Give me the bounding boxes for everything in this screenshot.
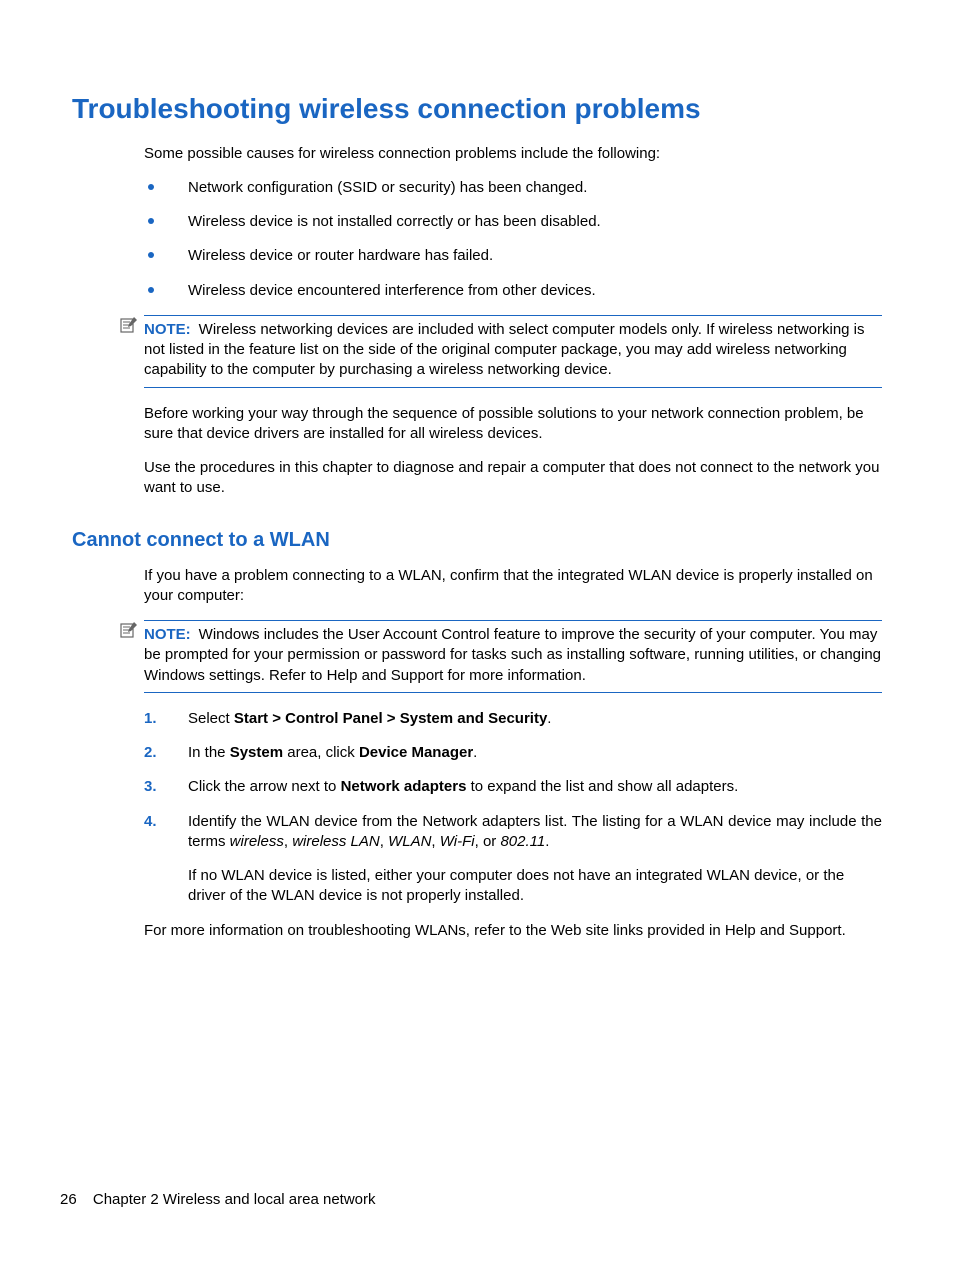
chapter-label: Chapter 2 Wireless and local area networ… bbox=[93, 1191, 376, 1208]
step-text: Click the arrow next to Network adapters… bbox=[188, 778, 738, 795]
note-block: NOTE:Wireless networking devices are inc… bbox=[144, 315, 882, 388]
note-box: NOTE:Wireless networking devices are inc… bbox=[144, 315, 882, 388]
step-text: Select Start > Control Panel > System an… bbox=[188, 710, 551, 727]
note-block: NOTE:Windows includes the User Account C… bbox=[144, 620, 882, 693]
main-heading: Troubleshooting wireless connection prob… bbox=[72, 92, 882, 126]
document-page: Troubleshooting wireless connection prob… bbox=[0, 0, 954, 941]
step-number: 1. bbox=[144, 709, 172, 729]
page-footer: 26 Chapter 2 Wireless and local area net… bbox=[60, 1191, 376, 1208]
step-text: Identify the WLAN device from the Networ… bbox=[188, 812, 882, 853]
note-box: NOTE:Windows includes the User Account C… bbox=[144, 620, 882, 693]
closing-paragraph: For more information on troubleshooting … bbox=[144, 921, 882, 941]
note-icon bbox=[120, 317, 138, 333]
note-icon bbox=[120, 622, 138, 638]
step-number: 2. bbox=[144, 743, 172, 763]
note-text: Windows includes the User Account Contro… bbox=[144, 626, 881, 684]
bullet-item: Wireless device or router hardware has f… bbox=[144, 246, 882, 266]
step-item: 2. In the System area, click Device Mana… bbox=[144, 743, 882, 763]
bullet-icon bbox=[148, 252, 154, 258]
step-extra-paragraph: If no WLAN device is listed, either your… bbox=[188, 866, 882, 907]
bullet-item: Wireless device is not installed correct… bbox=[144, 212, 882, 232]
paragraph: Use the procedures in this chapter to di… bbox=[144, 458, 882, 499]
step-item: 1. Select Start > Control Panel > System… bbox=[144, 709, 882, 729]
step-item: 4. Identify the WLAN device from the Net… bbox=[144, 812, 882, 907]
bullet-icon bbox=[148, 287, 154, 293]
bullet-text: Wireless device encountered interference… bbox=[188, 282, 596, 299]
ordered-steps: 1. Select Start > Control Panel > System… bbox=[144, 709, 882, 907]
wlan-intro-paragraph: If you have a problem connecting to a WL… bbox=[144, 566, 882, 607]
body-block: If you have a problem connecting to a WL… bbox=[144, 566, 882, 941]
step-item: 3. Click the arrow next to Network adapt… bbox=[144, 777, 882, 797]
bullet-item: Network configuration (SSID or security)… bbox=[144, 178, 882, 198]
intro-paragraph: Some possible causes for wireless connec… bbox=[144, 144, 882, 164]
sub-heading: Cannot connect to a WLAN bbox=[72, 529, 882, 552]
bullet-text: Network configuration (SSID or security)… bbox=[188, 179, 587, 196]
step-number: 3. bbox=[144, 777, 172, 797]
bullet-text: Wireless device is not installed correct… bbox=[188, 213, 601, 230]
note-text: Wireless networking devices are included… bbox=[144, 321, 865, 379]
step-number: 4. bbox=[144, 812, 172, 832]
bullet-text: Wireless device or router hardware has f… bbox=[188, 247, 493, 264]
bullet-icon bbox=[148, 184, 154, 190]
page-number: 26 bbox=[60, 1191, 77, 1208]
note-label: NOTE: bbox=[144, 626, 191, 643]
bullet-icon bbox=[148, 218, 154, 224]
paragraph: Before working your way through the sequ… bbox=[144, 404, 882, 445]
step-text: In the System area, click Device Manager… bbox=[188, 744, 477, 761]
bullet-list: Network configuration (SSID or security)… bbox=[144, 178, 882, 301]
bullet-item: Wireless device encountered interference… bbox=[144, 281, 882, 301]
body-block: Some possible causes for wireless connec… bbox=[144, 144, 882, 499]
note-label: NOTE: bbox=[144, 321, 191, 338]
